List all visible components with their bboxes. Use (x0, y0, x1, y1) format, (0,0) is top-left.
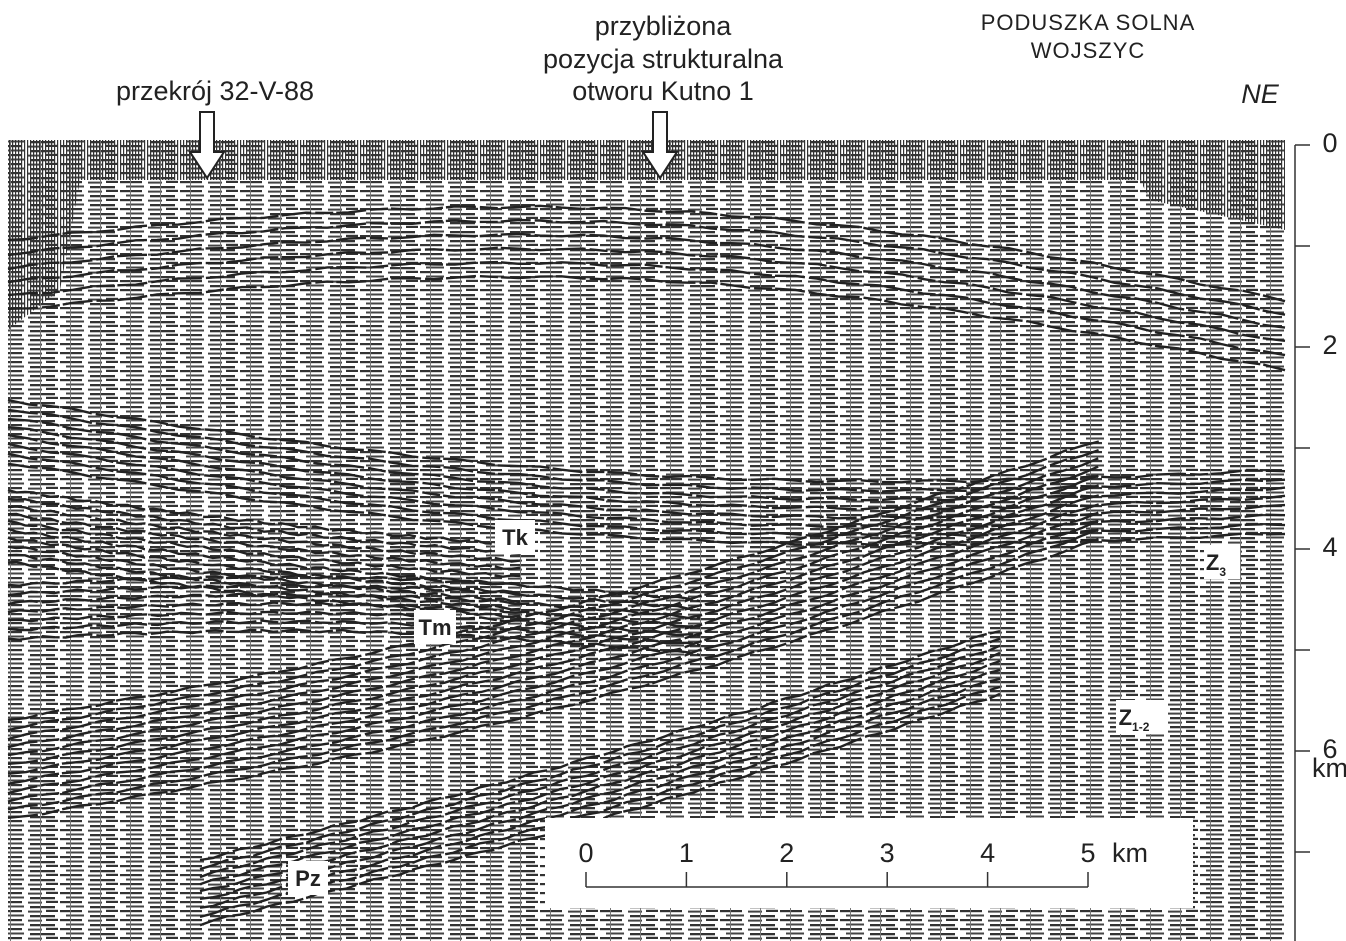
tick-label: 2 (1322, 330, 1337, 360)
scale-unit: km (1112, 838, 1148, 868)
scale-tick-label: 5 (1080, 838, 1095, 868)
horizon-label: Tm (419, 615, 452, 640)
horizon-subscript: 3 (1219, 565, 1226, 579)
figure: przekrój 32-V-88 przybliżona pozycja str… (0, 0, 1346, 941)
horizon-subscript: 1-2 (1132, 720, 1150, 734)
scale-bar: km 0 1 2 3 4 5 (545, 818, 1193, 908)
well-label: otworu Kutno 1 (572, 76, 754, 106)
scale-tick-label: 0 (578, 838, 593, 868)
tick-label: 4 (1322, 532, 1337, 562)
scale-tick-label: 3 (880, 838, 895, 868)
well-label: przybliżona (595, 11, 733, 41)
horizon-label: Pz (295, 866, 321, 891)
tick-label: 0 (1322, 128, 1337, 158)
scale-box (545, 818, 1193, 908)
tick-label: 6 (1322, 734, 1337, 764)
scale-tick-label: 2 (779, 838, 794, 868)
section-label: przekrój 32-V-88 (116, 76, 314, 106)
scale-tick-label: 4 (980, 838, 995, 868)
structure-label: WOJSZYC (1031, 38, 1146, 63)
direction-label: NE (1241, 79, 1279, 109)
horizon-label: Tk (502, 525, 528, 550)
structure-label: PODUSZKA SOLNA (981, 10, 1196, 35)
well-label: pozycja strukturalna (543, 44, 784, 74)
scale-tick-label: 1 (679, 838, 694, 868)
